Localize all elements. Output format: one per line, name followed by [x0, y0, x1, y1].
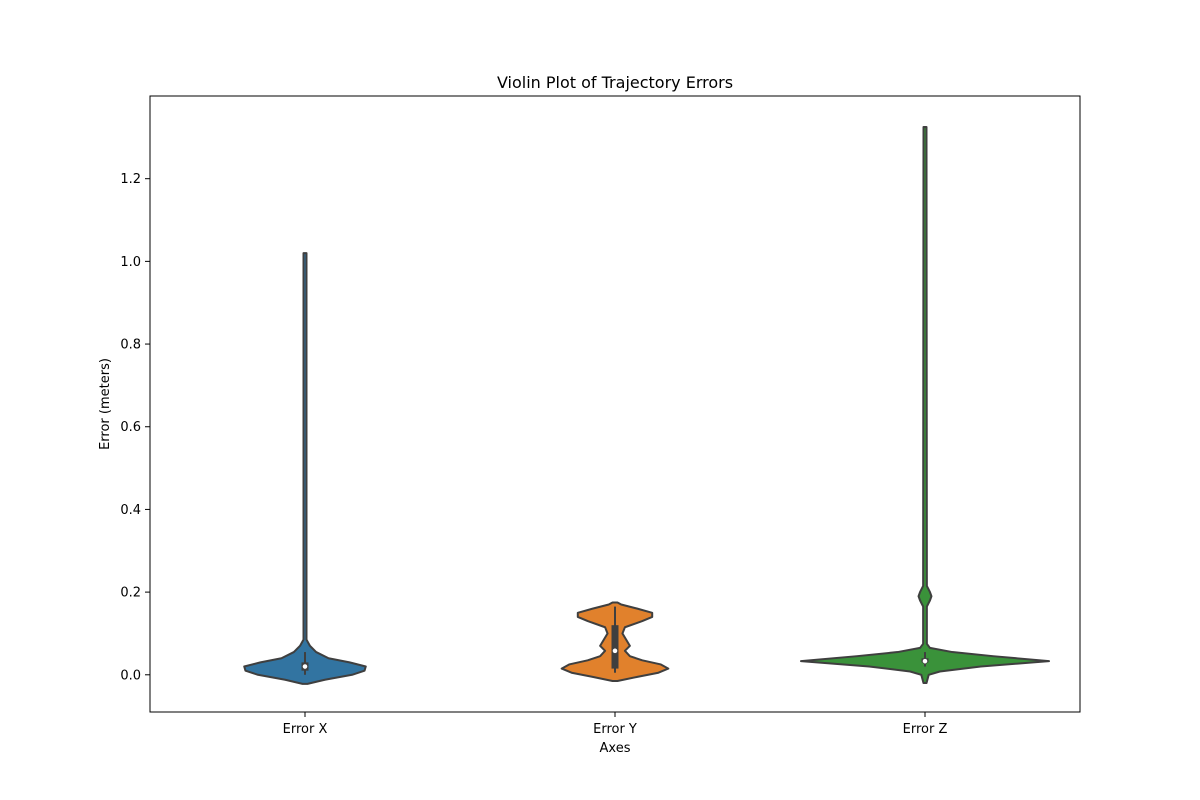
x-tick-label: Error Y — [593, 722, 637, 737]
y-tick-label: 0.4 — [120, 503, 141, 518]
x-axis: Error X Error Y Error Z — [283, 712, 948, 737]
y-tick-label: 0.6 — [120, 420, 141, 435]
y-axis: 0.0 0.2 0.4 0.6 0.8 1.0 1.2 — [120, 172, 150, 683]
violin-median-point — [922, 658, 928, 665]
y-tick-label: 0.0 — [120, 668, 141, 683]
violin-median-point — [302, 663, 308, 670]
x-axis-title: Axes — [600, 741, 631, 756]
plot-area — [243, 126, 1050, 685]
y-tick-label: 0.2 — [120, 586, 141, 601]
x-tick-label: Error X — [283, 722, 328, 737]
violin-error-x — [243, 252, 367, 685]
y-tick-label: 0.8 — [120, 338, 141, 353]
chart-title: Violin Plot of Trajectory Errors — [497, 73, 733, 92]
violin-iqr-box — [611, 625, 619, 669]
x-tick-label: Error Z — [903, 722, 948, 737]
y-tick-label: 1.0 — [120, 255, 141, 270]
y-tick-label: 1.2 — [120, 172, 141, 187]
violin-error-z — [800, 126, 1050, 685]
y-axis-title: Error (meters) — [98, 358, 113, 450]
violin-median-point — [612, 647, 618, 654]
